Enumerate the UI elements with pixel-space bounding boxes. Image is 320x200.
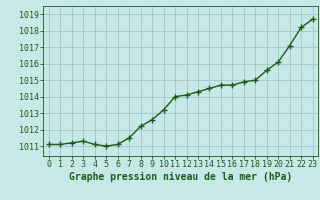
X-axis label: Graphe pression niveau de la mer (hPa): Graphe pression niveau de la mer (hPa) bbox=[69, 172, 292, 182]
